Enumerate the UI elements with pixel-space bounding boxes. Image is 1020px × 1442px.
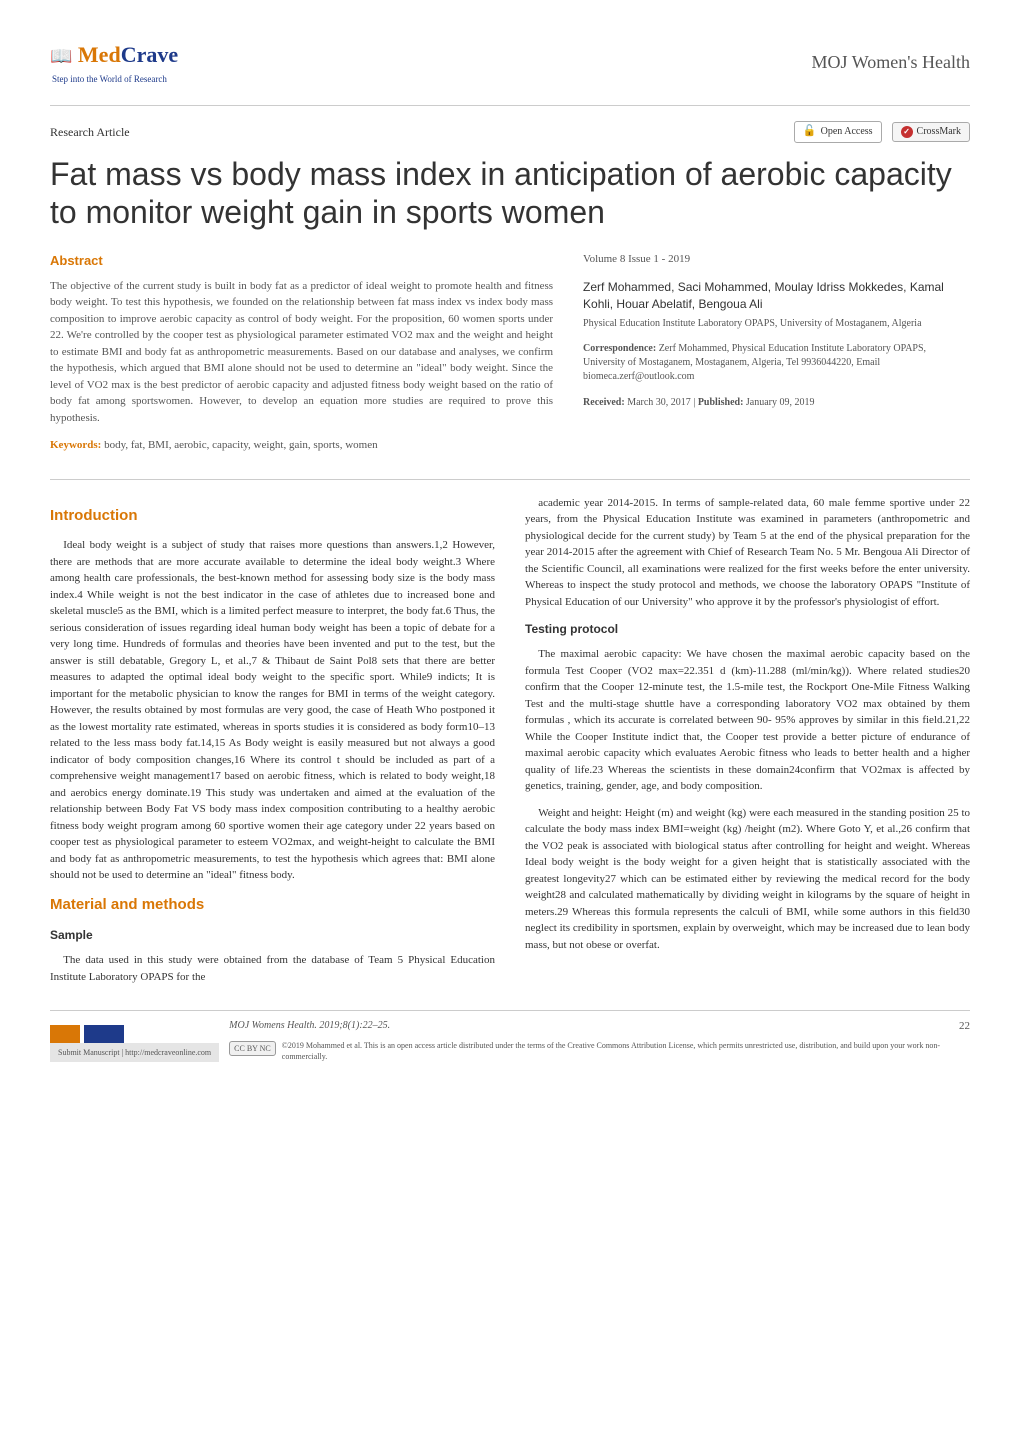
abstract-heading: Abstract (50, 252, 553, 270)
correspondence-label: Correspondence: (583, 343, 656, 354)
page-number: 22 (959, 1019, 970, 1037)
dates-line: Received: March 30, 2017 | Published: Ja… (583, 396, 970, 410)
open-access-label: Open Access (821, 125, 873, 139)
badges: 🔓 Open Access ✓ CrossMark (794, 121, 970, 142)
abstract-text: The objective of the current study is bu… (50, 278, 553, 427)
meta-column: Volume 8 Issue 1 - 2019 Zerf Mohammed, S… (583, 252, 970, 454)
logo-tagline: Step into the World of Research (52, 73, 178, 86)
received-label: Received: (583, 397, 625, 408)
abstract-column: Abstract The objective of the current st… (50, 252, 553, 454)
footer-color-bars (50, 1025, 219, 1043)
published-date: January 09, 2019 (746, 397, 815, 408)
logo-prefix: Med (78, 42, 121, 67)
volume-info: Volume 8 Issue 1 - 2019 (583, 252, 970, 267)
sample-paragraph-1: The data used in this study were obtaine… (50, 952, 495, 985)
cc-badge: CC BY NC (229, 1041, 276, 1056)
blue-bar (84, 1025, 124, 1043)
sample-heading: Sample (50, 926, 495, 944)
testing-paragraph-2: Weight and height: Height (m) and weight… (525, 805, 970, 954)
methods-heading: Material and methods (50, 894, 495, 917)
license-row: CC BY NC ©2019 Mohammed et al. This is a… (229, 1041, 970, 1062)
footer-center: MOJ Womens Health. 2019;8(1):22–25. 22 C… (229, 1019, 970, 1062)
article-title: Fat mass vs body mass index in anticipat… (50, 155, 970, 232)
keywords-line: Keywords: body, fat, BMI, aerobic, capac… (50, 438, 553, 453)
introduction-paragraph: Ideal body weight is a subject of study … (50, 537, 495, 884)
article-type: Research Article (50, 124, 130, 141)
crossmark-label: CrossMark (917, 125, 961, 139)
divider (50, 105, 970, 106)
logo: 📖 MedCrave Step into the World of Resear… (50, 40, 178, 85)
crossmark-badge[interactable]: ✓ CrossMark (892, 122, 970, 142)
footer-left: Submit Manuscript | http://medcraveonlin… (50, 1019, 219, 1062)
correspondence: Correspondence: Zerf Mohammed, Physical … (583, 342, 970, 384)
crossmark-icon: ✓ (901, 126, 913, 138)
abstract-meta-row: Abstract The objective of the current st… (50, 252, 970, 454)
footer: Submit Manuscript | http://medcraveonlin… (50, 1010, 970, 1062)
lock-icon: 🔓 (803, 124, 817, 139)
logo-suffix: Crave (121, 42, 178, 67)
header: 📖 MedCrave Step into the World of Resear… (50, 40, 970, 85)
submit-url: http://medcraveonline.com (125, 1048, 211, 1057)
published-label: Published: (698, 397, 744, 408)
testing-paragraph-1: The maximal aerobic capacity: We have ch… (525, 646, 970, 795)
book-icon: 📖 (50, 46, 72, 66)
license-text: ©2019 Mohammed et al. This is an open ac… (282, 1041, 970, 1062)
divider-2 (50, 479, 970, 480)
authors: Zerf Mohammed, Saci Mohammed, Moulay Idr… (583, 279, 970, 313)
keywords-label: Keywords: (50, 439, 101, 451)
keywords-text: body, fat, BMI, aerobic, capacity, weigh… (104, 439, 378, 451)
sample-paragraph-2: academic year 2014-2015. In terms of sam… (525, 495, 970, 611)
body-columns: Introduction Ideal body weight is a subj… (50, 495, 970, 986)
submit-label: Submit Manuscript (58, 1048, 120, 1057)
citation: MOJ Womens Health. 2019;8(1):22–25. (229, 1019, 390, 1033)
introduction-heading: Introduction (50, 505, 495, 528)
testing-heading: Testing protocol (525, 620, 970, 638)
submit-manuscript-box[interactable]: Submit Manuscript | http://medcraveonlin… (50, 1043, 219, 1062)
received-date: March 30, 2017 (627, 397, 691, 408)
orange-bar (50, 1025, 80, 1043)
open-access-badge: 🔓 Open Access (794, 121, 882, 142)
article-type-row: Research Article 🔓 Open Access ✓ CrossMa… (50, 121, 970, 142)
affiliation: Physical Education Institute Laboratory … (583, 317, 970, 330)
journal-title: MOJ Women's Health (812, 50, 970, 75)
